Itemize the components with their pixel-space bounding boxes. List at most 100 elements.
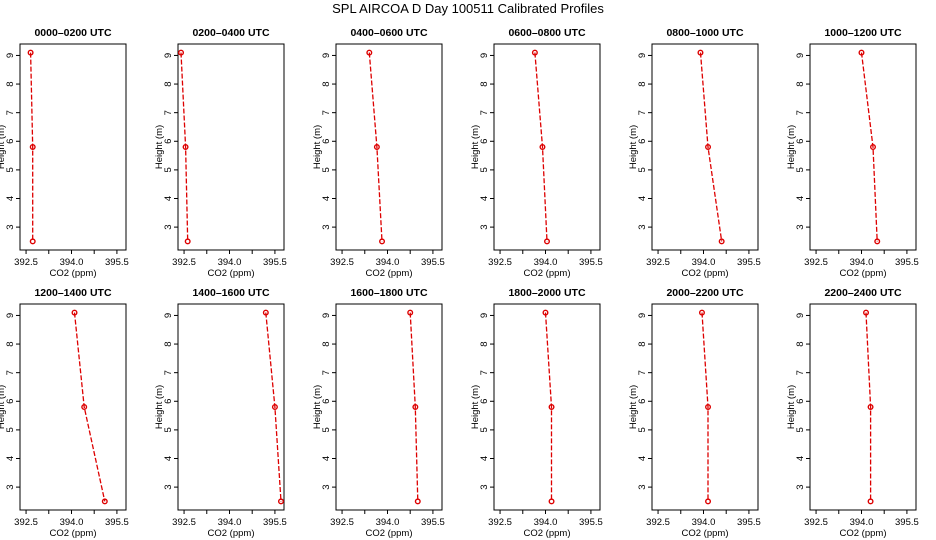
- x-tick-label: 394.0: [218, 517, 242, 528]
- y-tick-label: 9: [321, 313, 332, 318]
- y-tick-label: 7: [637, 110, 648, 115]
- plot-frame: [335, 43, 443, 251]
- y-tick-label: 3: [5, 484, 16, 489]
- x-tick-label: 392.5: [330, 257, 354, 268]
- x-axis-label: CO2 (ppm): [50, 268, 97, 279]
- x-tick-label: 394.0: [534, 517, 558, 528]
- data-point: [718, 238, 725, 245]
- x-tick-label: 392.5: [330, 517, 354, 528]
- page-title: SPL AIRCOA D Day 100511 Calibrated Profi…: [332, 1, 604, 16]
- y-tick-label: 4: [479, 196, 490, 201]
- y-tick-label: 3: [163, 224, 174, 229]
- x-tick-label: 394.0: [376, 517, 400, 528]
- profile-line: [699, 52, 723, 242]
- data-point: [277, 498, 284, 505]
- profile-panel: 1200–1400 UTC 392.5 394.0 395.5 3 4 5 6 7 8 9 CO2 (…: [0, 287, 129, 539]
- x-tick-label: 395.5: [421, 257, 445, 268]
- profile-panel: 1800–2000 UTC 392.5 394.0 395.5 3 4 5 6 7 8 9 CO2 (…: [470, 287, 603, 539]
- data-point: [178, 49, 185, 56]
- x-tick-label: 394.0: [376, 257, 400, 268]
- profile-panel: 2000–2200 UTC 392.5 394.0 395.5 3 4 5 6 7 8 9 CO2 (…: [628, 287, 761, 539]
- y-tick-label: 6: [163, 139, 174, 144]
- y-tick-label: 4: [5, 456, 16, 461]
- y-tick-label: 5: [163, 167, 174, 172]
- plot-frame: [19, 43, 127, 251]
- y-tick-label: 6: [321, 399, 332, 404]
- plot-frame: [651, 43, 759, 251]
- y-tick-label: 3: [163, 484, 174, 489]
- y-tick-label: 5: [321, 427, 332, 432]
- y-tick-label: 8: [5, 81, 16, 86]
- panel-title: 1000–1200 UTC: [824, 27, 901, 39]
- x-tick-label: 395.5: [263, 517, 287, 528]
- y-tick-label: 8: [163, 341, 174, 346]
- data-point: [27, 49, 34, 56]
- panel-title: 2200–2400 UTC: [824, 287, 901, 299]
- y-tick-label: 3: [637, 484, 648, 489]
- x-axis-label: CO2 (ppm): [50, 528, 97, 539]
- y-tick-label: 4: [163, 456, 174, 461]
- y-tick-label: 6: [5, 399, 16, 404]
- x-tick-label: 392.5: [804, 517, 828, 528]
- data-point: [548, 404, 555, 411]
- plot-frame: [809, 303, 917, 511]
- y-tick-label: 3: [795, 224, 806, 229]
- y-tick-label: 7: [163, 370, 174, 375]
- panel-title: 0600–0800 UTC: [508, 27, 585, 39]
- data-point: [29, 238, 36, 245]
- y-tick-label: 3: [795, 484, 806, 489]
- x-axis-label: CO2 (ppm): [840, 528, 887, 539]
- data-point: [697, 49, 704, 56]
- data-point: [29, 143, 36, 150]
- y-tick-label: 6: [637, 139, 648, 144]
- x-tick-label: 394.0: [692, 257, 716, 268]
- data-point: [366, 49, 373, 56]
- data-point: [414, 498, 421, 505]
- x-axis-label: CO2 (ppm): [682, 528, 729, 539]
- y-axis-label: Height (m): [628, 125, 639, 169]
- data-point: [867, 404, 874, 411]
- data-point: [539, 143, 546, 150]
- x-tick-label: 392.5: [14, 257, 38, 268]
- y-tick-label: 6: [163, 399, 174, 404]
- x-tick-label: 392.5: [804, 257, 828, 268]
- y-axis-label: Height (m): [470, 385, 481, 429]
- data-point: [863, 309, 870, 316]
- plot-frame: [19, 303, 127, 511]
- x-tick-label: 395.5: [105, 257, 129, 268]
- panel-title: 0000–0200 UTC: [34, 27, 111, 39]
- x-tick-label: 395.5: [263, 257, 287, 268]
- y-tick-label: 6: [321, 139, 332, 144]
- y-tick-label: 5: [637, 167, 648, 172]
- y-tick-label: 7: [5, 370, 16, 375]
- x-axis-label: CO2 (ppm): [208, 268, 255, 279]
- y-tick-label: 9: [479, 313, 490, 318]
- profile-line: [534, 52, 548, 242]
- y-tick-label: 6: [795, 139, 806, 144]
- y-tick-label: 9: [163, 313, 174, 318]
- y-axis-label: Height (m): [154, 125, 165, 169]
- y-axis-label: Height (m): [0, 125, 7, 169]
- y-tick-label: 7: [5, 110, 16, 115]
- y-tick-label: 9: [321, 53, 332, 58]
- y-tick-label: 4: [795, 456, 806, 461]
- data-point: [867, 498, 874, 505]
- y-tick-label: 8: [637, 81, 648, 86]
- panel-title: 0800–1000 UTC: [666, 27, 743, 39]
- y-tick-label: 9: [795, 313, 806, 318]
- y-tick-label: 5: [795, 427, 806, 432]
- profile-panel: 2200–2400 UTC 392.5 394.0 395.5 3 4 5 6 7 8 9 CO2 (…: [786, 287, 919, 539]
- data-point: [869, 143, 876, 150]
- y-tick-label: 5: [637, 427, 648, 432]
- y-tick-label: 6: [479, 399, 490, 404]
- data-point: [71, 309, 78, 316]
- y-tick-label: 8: [5, 341, 16, 346]
- y-tick-label: 9: [163, 53, 174, 58]
- x-tick-label: 392.5: [172, 257, 196, 268]
- data-point: [262, 309, 269, 316]
- data-point: [548, 498, 555, 505]
- profile-panel: 0200–0400 UTC 392.5 394.0 395.5 3 4 5 6 7 8 9 CO2 (…: [154, 27, 287, 279]
- y-tick-label: 9: [5, 313, 16, 318]
- y-axis-label: Height (m): [628, 385, 639, 429]
- data-point: [379, 238, 386, 245]
